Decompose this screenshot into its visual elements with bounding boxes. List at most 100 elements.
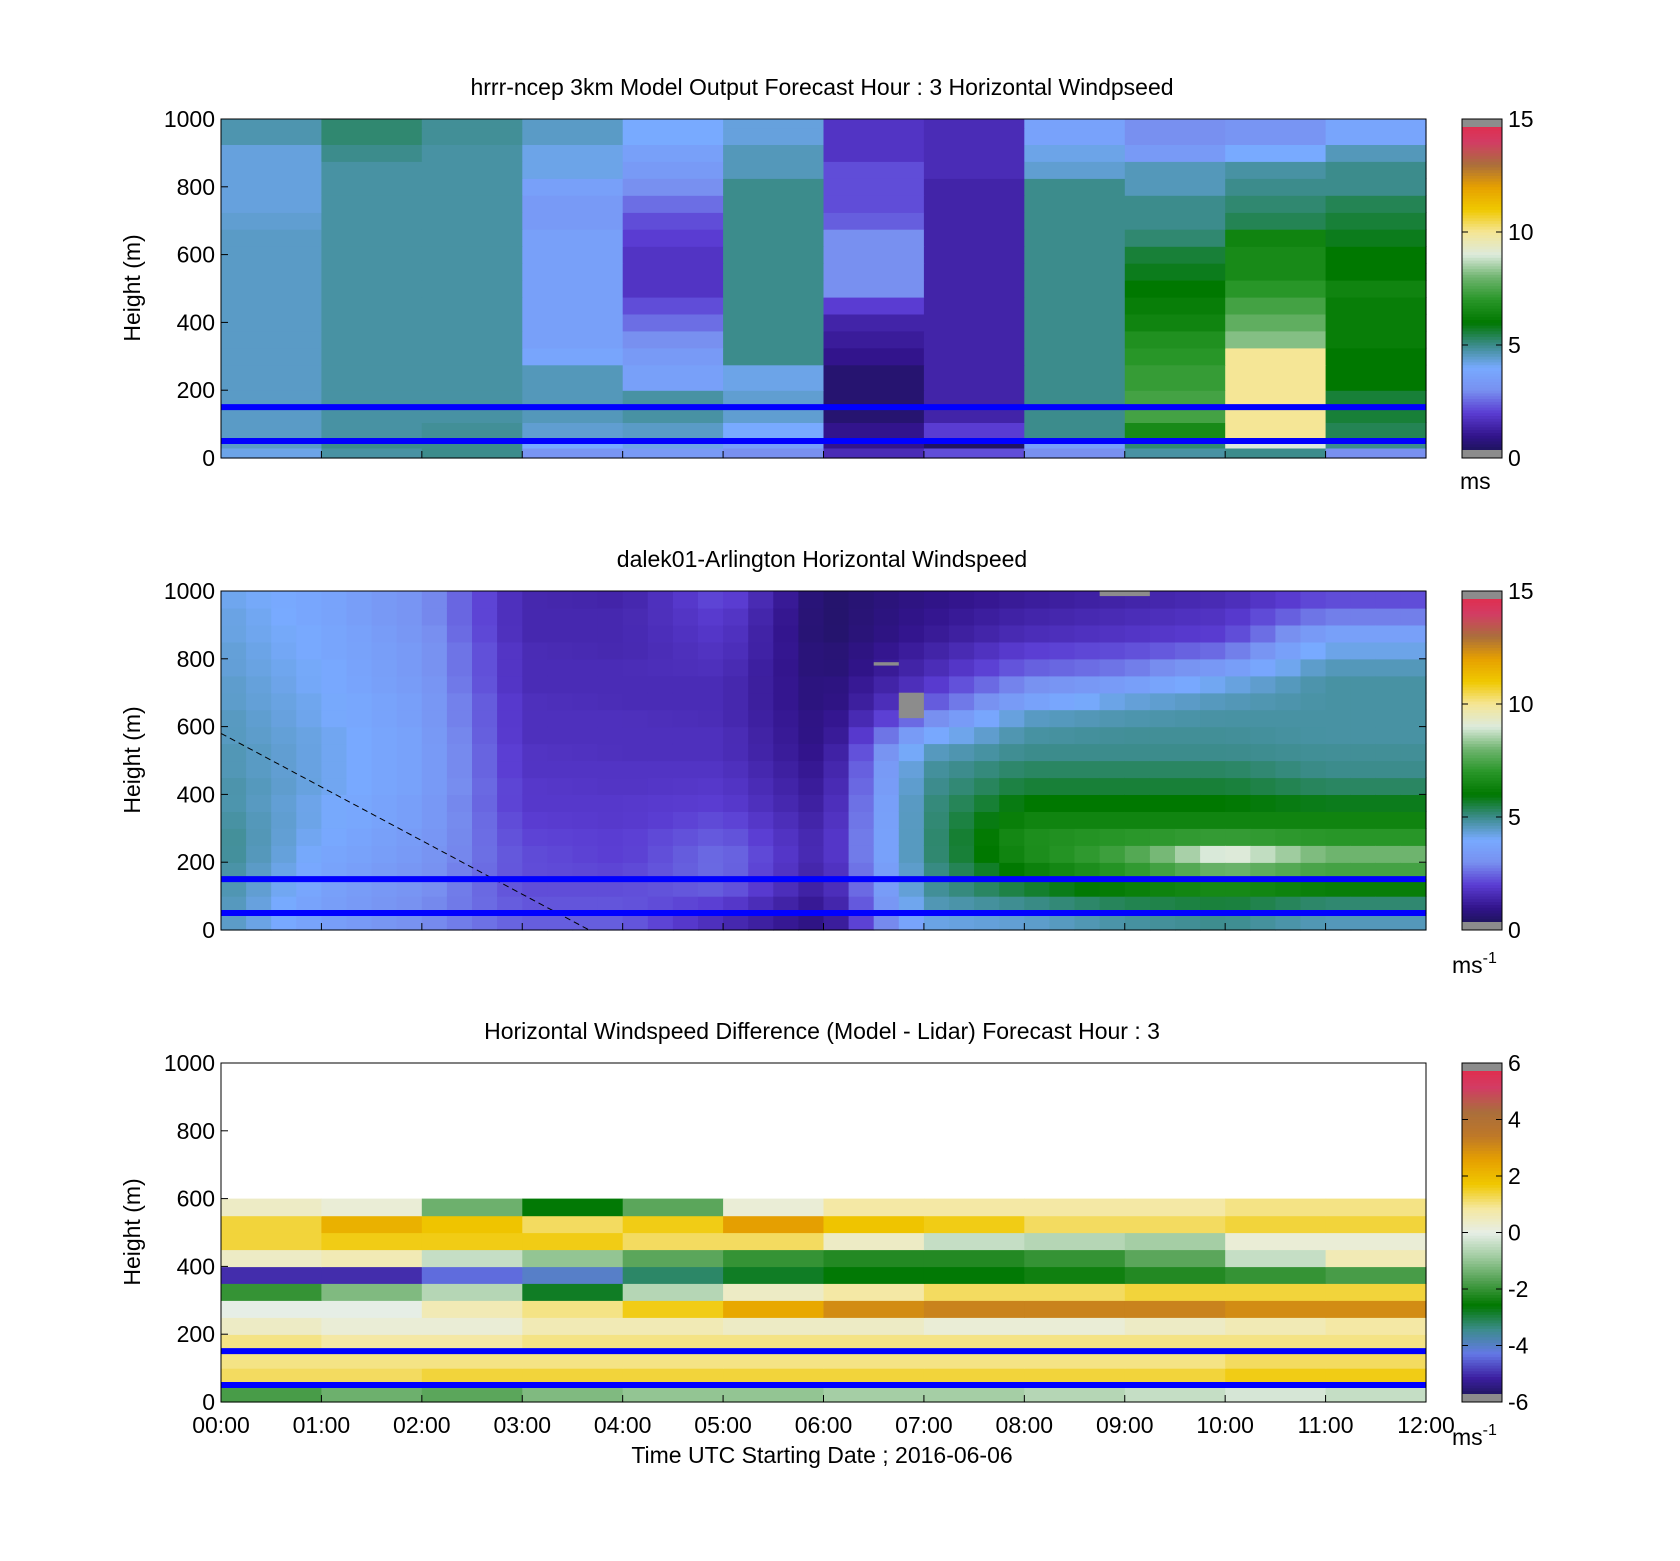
panel-lidar-colorbar-unit: ms [1452, 952, 1483, 978]
heat-cell [999, 641, 1025, 660]
heat-cell [1049, 743, 1076, 762]
heat-cell [1024, 692, 1050, 711]
colorbar-segment [1462, 1139, 1502, 1143]
heat-cell [221, 675, 247, 694]
heat-cell [221, 1317, 322, 1335]
heat-cell [246, 709, 272, 728]
heat-cell [1325, 1351, 1427, 1369]
heat-cell [1225, 1266, 1327, 1284]
heat-cell [446, 896, 473, 914]
heat-cell [522, 195, 624, 213]
heat-cell [622, 144, 724, 162]
heat-cell [1275, 608, 1302, 626]
heat-cell [622, 1300, 724, 1318]
heat-cell [1225, 777, 1251, 795]
heat-cell [748, 862, 774, 880]
heat-cell [1325, 1215, 1427, 1234]
heat-cell [1350, 641, 1377, 660]
heat-cell [597, 624, 624, 643]
heat-cell [1375, 879, 1402, 897]
heat-cell [848, 896, 875, 914]
colorbar-segment [1462, 1147, 1502, 1151]
heat-cell [321, 1300, 423, 1318]
heat-cell [1124, 675, 1151, 694]
heat-cell [1074, 794, 1101, 812]
heat-cell [949, 811, 975, 829]
heat-cell [672, 828, 699, 846]
heat-cell [346, 777, 373, 795]
heat-cell [949, 692, 975, 711]
heat-cell [1099, 608, 1126, 626]
colorbar-segment [1462, 768, 1502, 773]
heat-cell [371, 624, 398, 643]
heat-cell [1275, 726, 1302, 745]
heat-cell [1049, 692, 1076, 711]
colorbar-segment [1462, 251, 1502, 255]
colorbar-segment [1462, 150, 1502, 154]
heat-cell [1200, 726, 1226, 745]
heat-cell [1124, 229, 1226, 247]
heat-cell [446, 658, 473, 677]
heat-cell [522, 641, 548, 660]
heat-cell [622, 913, 649, 931]
heat-cell [848, 692, 875, 711]
colorbar-segment [1462, 785, 1502, 790]
colorbar-segment [1462, 1280, 1502, 1284]
heat-cell [1300, 709, 1327, 728]
heat-cell [547, 692, 574, 711]
heat-cell [346, 608, 373, 626]
heat-cell [1124, 1385, 1226, 1403]
heat-cell [923, 591, 950, 609]
heat-cell [1099, 624, 1126, 643]
heat-cell [1225, 675, 1251, 694]
heat-cell [271, 760, 297, 779]
heat-cell [1124, 178, 1226, 196]
heat-cell [622, 178, 724, 196]
heat-cell [1124, 862, 1151, 880]
heat-cell [823, 641, 850, 660]
heat-cell [321, 641, 348, 660]
heat-cell [999, 811, 1025, 829]
heat-cell [246, 624, 272, 643]
heat-cell [396, 709, 423, 728]
heat-cell [999, 624, 1025, 643]
heat-cell [823, 675, 850, 694]
heat-cell [221, 280, 322, 298]
colorbar-segment [1462, 898, 1502, 903]
heat-cell [1275, 896, 1302, 914]
colorbar-segment [1462, 802, 1502, 807]
heat-cell [321, 709, 348, 728]
heat-cell [1124, 161, 1226, 179]
colorbar-segment [1462, 1255, 1502, 1259]
colorbar-tick-label: 0 [1508, 445, 1521, 471]
heat-cell [823, 624, 850, 643]
heat-cell [1074, 896, 1101, 914]
heat-cell [321, 608, 348, 626]
heat-cell [1049, 641, 1076, 660]
colorbar-segment [1462, 181, 1502, 185]
heat-cell [1300, 692, 1327, 711]
heat-cell [898, 794, 925, 812]
colorbar-segment [1462, 1195, 1502, 1200]
heat-cell [1049, 777, 1076, 795]
heat-cell [472, 879, 498, 897]
colorbar-segment [1462, 664, 1502, 668]
heat-cell [1149, 658, 1176, 677]
heat-cell [1024, 263, 1126, 281]
heat-cell [296, 608, 322, 626]
heat-cell [371, 726, 398, 745]
colorbar-segment [1462, 325, 1502, 329]
heat-cell [522, 624, 548, 643]
heat-cell [221, 1334, 322, 1352]
heat-cell [1375, 726, 1402, 745]
heat-cell [472, 675, 498, 694]
heat-cell [421, 263, 523, 281]
heat-cell [1275, 709, 1302, 728]
heat-cell [597, 862, 624, 880]
heat-cell [672, 692, 699, 711]
heat-cell [923, 1215, 1025, 1234]
colorbar-segment [1462, 200, 1502, 205]
colorbar-segment [1462, 1074, 1502, 1078]
colorbar-over-cap [1462, 591, 1502, 599]
